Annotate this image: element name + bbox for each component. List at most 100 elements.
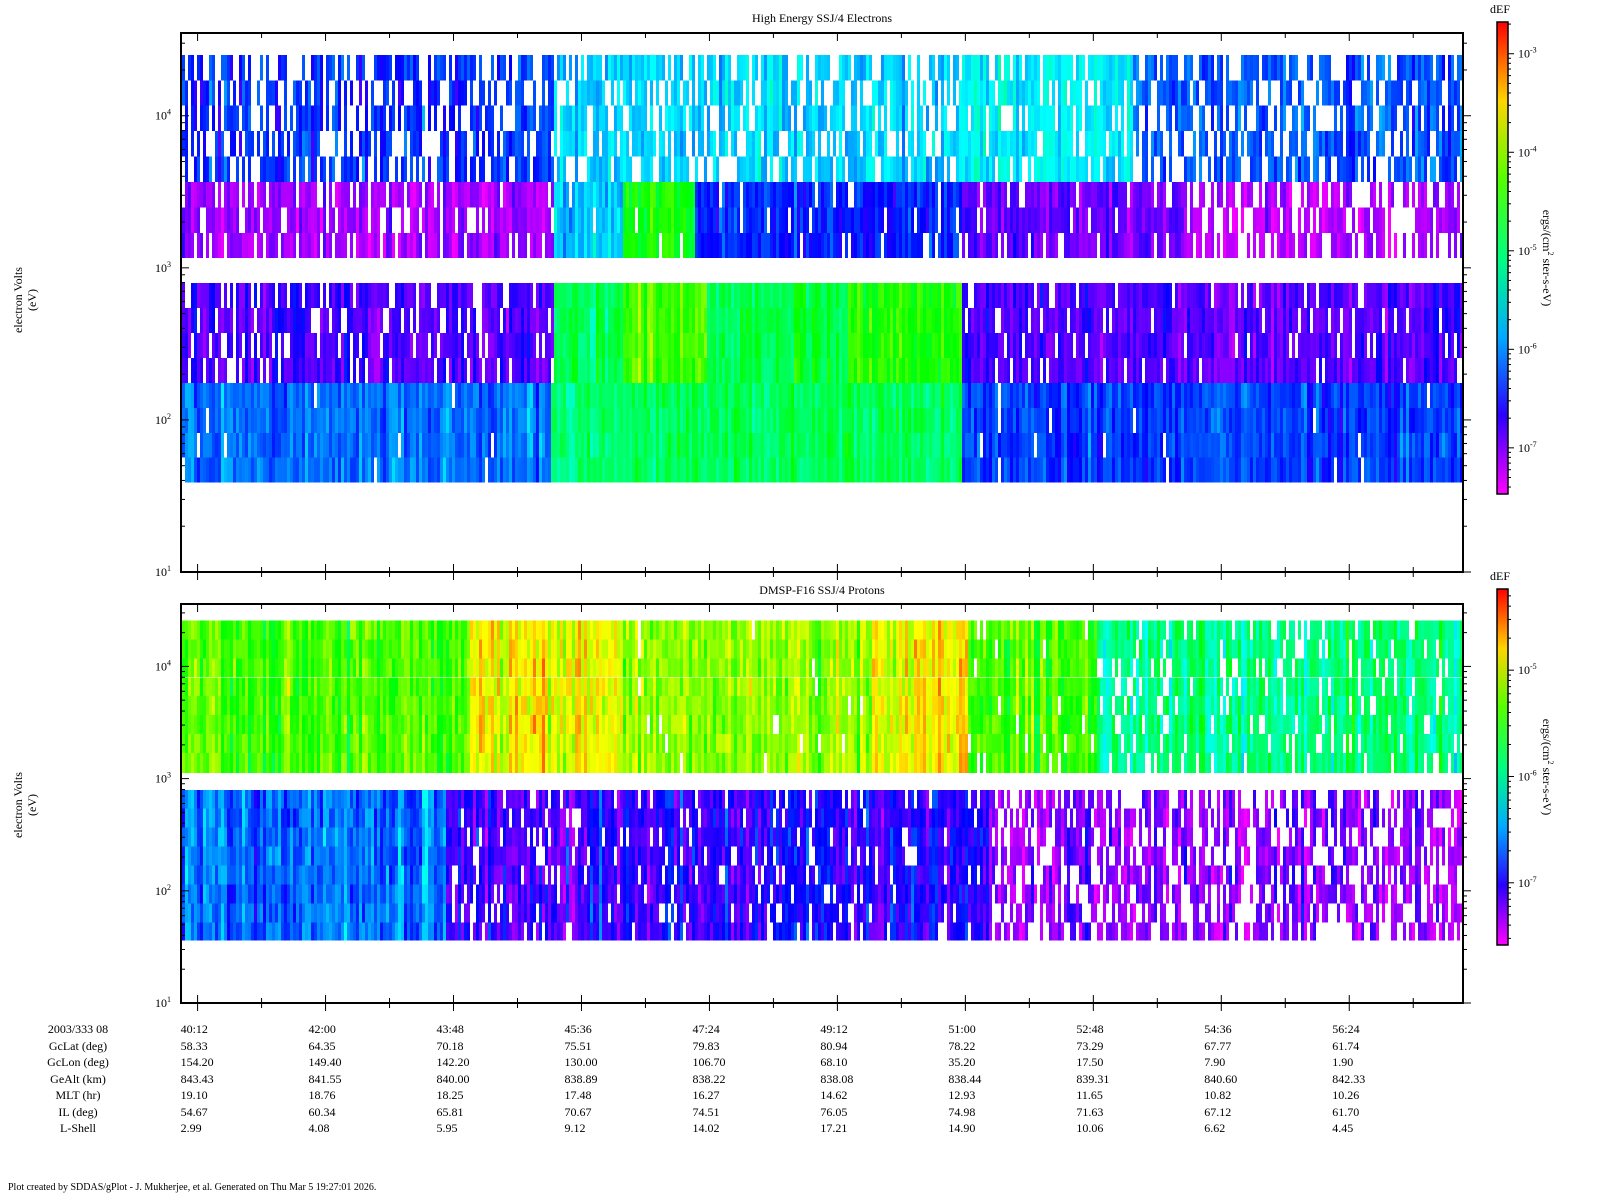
spectrogram-cell bbox=[1127, 383, 1130, 408]
spectrogram-cell bbox=[737, 182, 740, 208]
spectrogram-cell bbox=[686, 182, 689, 208]
spectrogram-cell bbox=[824, 55, 827, 81]
spectrogram-cell bbox=[956, 182, 959, 208]
spectrogram-cell bbox=[365, 283, 368, 308]
spectrogram-cell bbox=[1181, 182, 1184, 208]
spectrogram-cell bbox=[188, 182, 191, 208]
spectrogram-cell bbox=[395, 433, 398, 458]
spectrogram-cell bbox=[941, 156, 944, 182]
spectrogram-cell bbox=[209, 357, 212, 383]
spectrogram-cell bbox=[1064, 55, 1067, 81]
spectrogram-cell bbox=[857, 307, 860, 333]
spectrogram-cell bbox=[956, 433, 959, 458]
spectrogram-cell bbox=[911, 383, 914, 408]
spectrogram-cell bbox=[1160, 80, 1163, 106]
spectrogram-cell bbox=[842, 283, 845, 308]
spectrogram-cell bbox=[992, 80, 995, 106]
spectrogram-cell bbox=[704, 407, 707, 433]
spectrogram-cell bbox=[563, 407, 566, 433]
spectrogram-cell bbox=[368, 457, 371, 483]
spectrogram-cell bbox=[692, 357, 695, 383]
spectrogram-cell bbox=[425, 457, 428, 483]
spectrogram-cell bbox=[1085, 80, 1088, 106]
spectrogram-cell bbox=[767, 333, 770, 358]
spectrogram-cell bbox=[1277, 383, 1280, 408]
spectrogram-cell bbox=[725, 207, 728, 233]
spectrogram-cell bbox=[191, 383, 194, 408]
spectrogram-cell bbox=[1175, 55, 1178, 81]
spectrogram-cell bbox=[806, 457, 809, 483]
spectrogram-cell bbox=[695, 333, 698, 358]
spectrogram-cell bbox=[989, 433, 992, 458]
spectrogram-cell bbox=[1115, 307, 1118, 333]
spectrogram-cell bbox=[614, 283, 617, 308]
spectrogram-cell bbox=[1277, 207, 1280, 233]
spectrogram-cell bbox=[833, 207, 836, 233]
spectrogram-cell bbox=[593, 433, 596, 458]
spectrogram-cell bbox=[431, 383, 434, 408]
spectrogram-cell bbox=[1118, 333, 1121, 358]
spectrogram-cell bbox=[269, 283, 272, 308]
spectrogram-cell bbox=[1214, 283, 1217, 308]
spectrogram-cell bbox=[191, 182, 194, 208]
spectrogram-cell bbox=[440, 55, 443, 81]
spectrogram-cell bbox=[1262, 283, 1265, 308]
spectrogram-cell bbox=[833, 333, 836, 358]
spectrogram-cell bbox=[749, 433, 752, 458]
spectrogram-cell bbox=[647, 457, 650, 483]
spectrogram-cell bbox=[614, 433, 617, 458]
spectrogram-cell bbox=[488, 232, 491, 258]
spectrogram-cell bbox=[1148, 383, 1151, 408]
spectrogram-cell bbox=[1229, 156, 1232, 182]
spectrogram-cell bbox=[398, 307, 401, 333]
spectrogram-cell bbox=[926, 357, 929, 383]
spectrogram-cell bbox=[1262, 333, 1265, 358]
spectrogram-cell bbox=[596, 457, 599, 483]
spectrogram-cell bbox=[719, 80, 722, 106]
spectrogram-cell bbox=[689, 105, 692, 131]
spectrogram-cell bbox=[407, 232, 410, 258]
spectrogram-cell bbox=[1049, 333, 1052, 358]
spectrogram-cell bbox=[1118, 407, 1121, 433]
spectrogram-cell bbox=[1085, 357, 1088, 383]
spectrogram-cell bbox=[1277, 333, 1280, 358]
spectrogram-cell bbox=[1136, 207, 1139, 233]
spectrogram-cell bbox=[722, 357, 725, 383]
spectrogram-cell bbox=[206, 457, 209, 483]
spectrogram-cell bbox=[659, 131, 662, 157]
spectrogram-cell bbox=[830, 307, 833, 333]
spectrogram-cell bbox=[977, 80, 980, 106]
spectrogram-cell bbox=[509, 182, 512, 208]
spectrogram-cell bbox=[923, 80, 926, 106]
spectrogram-cell bbox=[596, 156, 599, 182]
spectrogram-cell bbox=[698, 207, 701, 233]
spectrogram-cell bbox=[1136, 131, 1139, 157]
spectrogram-cell bbox=[1250, 383, 1253, 408]
spectrogram-cell bbox=[443, 457, 446, 483]
spectrogram-cell bbox=[314, 333, 317, 358]
spectrogram-cell bbox=[875, 407, 878, 433]
spectrogram-cell bbox=[497, 232, 500, 258]
spectrogram-cell bbox=[371, 433, 374, 458]
spectrogram-cell bbox=[1148, 232, 1151, 258]
spectrogram-cell bbox=[635, 407, 638, 433]
spectrogram-cell bbox=[434, 207, 437, 233]
spectrogram-cell bbox=[1067, 383, 1070, 408]
spectrogram-cell bbox=[845, 307, 848, 333]
spectrogram-cell bbox=[641, 383, 644, 408]
spectrogram-cell bbox=[200, 357, 203, 383]
spectrogram-cell bbox=[1019, 333, 1022, 358]
spectrogram-cell bbox=[344, 433, 347, 458]
spectrogram-cell bbox=[1205, 383, 1208, 408]
spectrogram-cell bbox=[947, 182, 950, 208]
spectrogram-cell bbox=[692, 105, 695, 131]
spectrogram-cell bbox=[236, 357, 239, 383]
spectrogram-cell bbox=[311, 357, 314, 383]
spectrogram-cell bbox=[1259, 433, 1262, 458]
spectrogram-cell bbox=[518, 207, 521, 233]
spectrogram-cell bbox=[1283, 307, 1286, 333]
spectrogram-cell bbox=[326, 357, 329, 383]
spectrogram-cell bbox=[716, 207, 719, 233]
spectrogram-cell bbox=[1199, 307, 1202, 333]
spectrogram-cell bbox=[404, 283, 407, 308]
